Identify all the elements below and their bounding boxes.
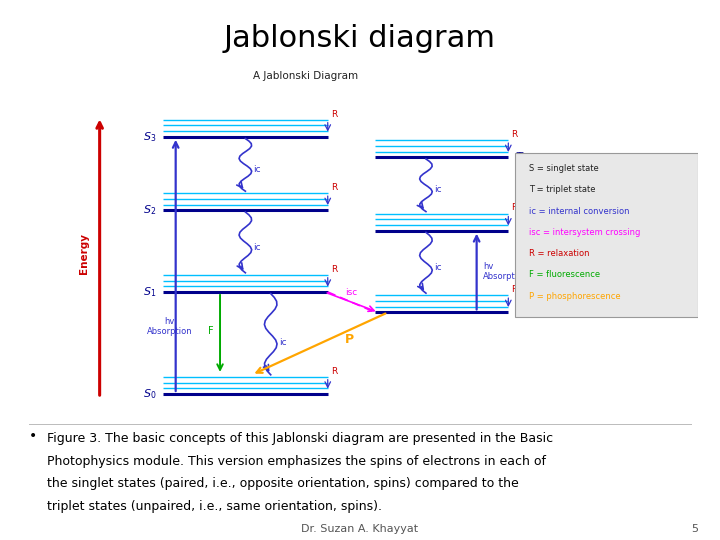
Text: •: • bbox=[29, 429, 37, 443]
Text: $T_3$: $T_3$ bbox=[515, 151, 528, 164]
Text: Jablonski diagram: Jablonski diagram bbox=[224, 24, 496, 53]
Text: isc = intersystem crossing: isc = intersystem crossing bbox=[528, 228, 640, 237]
Text: ic: ic bbox=[253, 242, 261, 252]
Text: $S_3$: $S_3$ bbox=[143, 130, 157, 144]
Text: Photophysics module. This version emphasizes the spins of electrons in each of: Photophysics module. This version emphas… bbox=[47, 455, 546, 468]
Text: Figure 3. The basic concepts of this Jablonski diagram are presented in the Basi: Figure 3. The basic concepts of this Jab… bbox=[47, 432, 553, 445]
Text: $S_0$: $S_0$ bbox=[143, 387, 157, 401]
Text: $T_2$: $T_2$ bbox=[515, 224, 528, 238]
Text: Energy: Energy bbox=[78, 233, 89, 274]
Text: R: R bbox=[331, 183, 337, 192]
Text: $T_1$: $T_1$ bbox=[515, 306, 528, 319]
Text: $S_1$: $S_1$ bbox=[143, 285, 157, 299]
Text: 5: 5 bbox=[691, 523, 698, 534]
FancyBboxPatch shape bbox=[515, 153, 698, 317]
Text: ic: ic bbox=[434, 263, 442, 272]
Text: hv
Absorption: hv Absorption bbox=[483, 262, 528, 281]
Text: $S_2$: $S_2$ bbox=[143, 204, 157, 217]
Text: triplet states (unpaired, i.e., same orientation, spins).: triplet states (unpaired, i.e., same ori… bbox=[47, 500, 382, 513]
Text: ic: ic bbox=[434, 185, 442, 194]
Text: ic = internal conversion: ic = internal conversion bbox=[528, 207, 629, 215]
Text: ic: ic bbox=[253, 165, 261, 174]
Text: F: F bbox=[208, 326, 214, 336]
Text: R: R bbox=[511, 285, 518, 294]
Text: P: P bbox=[345, 333, 354, 346]
Text: isc: isc bbox=[346, 288, 358, 297]
Text: R: R bbox=[511, 130, 518, 139]
Text: A Jablonski Diagram: A Jablonski Diagram bbox=[253, 71, 358, 80]
Text: R: R bbox=[511, 204, 518, 212]
Text: Dr. Suzan A. Khayyat: Dr. Suzan A. Khayyat bbox=[302, 523, 418, 534]
Text: the singlet states (paired, i.e., opposite orientation, spins) compared to the: the singlet states (paired, i.e., opposi… bbox=[47, 477, 518, 490]
Text: P = phosphorescence: P = phosphorescence bbox=[528, 292, 620, 301]
Text: R: R bbox=[331, 110, 337, 119]
Text: S = singlet state: S = singlet state bbox=[528, 164, 598, 173]
Text: hv
Absorption: hv Absorption bbox=[147, 317, 192, 336]
Text: F = fluorescence: F = fluorescence bbox=[528, 271, 600, 279]
Text: R: R bbox=[331, 265, 337, 274]
Text: R: R bbox=[331, 367, 337, 376]
Text: T = triplet state: T = triplet state bbox=[528, 185, 595, 194]
Text: R = relaxation: R = relaxation bbox=[528, 249, 589, 258]
Text: ic: ic bbox=[279, 339, 287, 347]
